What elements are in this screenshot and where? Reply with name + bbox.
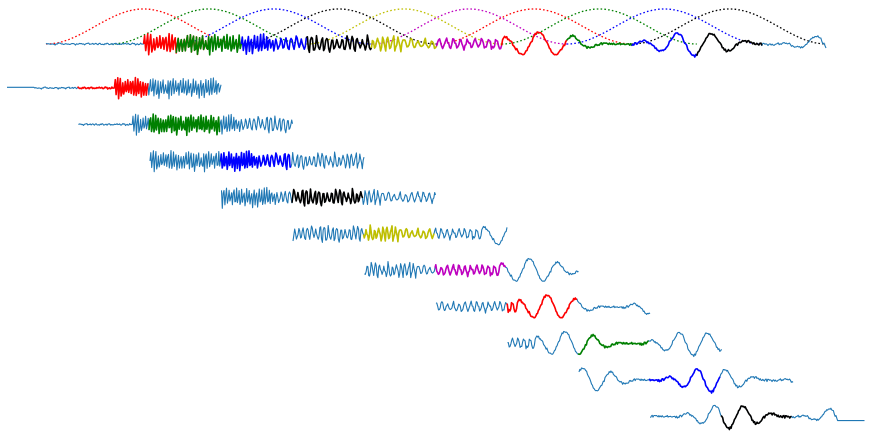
frame-row-highlight-7: [506, 294, 578, 319]
frame-row-highlight-8: [577, 333, 650, 356]
frame-row-8: [507, 330, 722, 358]
window-curve-5: [306, 8, 502, 45]
overview-frame-highlight-4: [305, 34, 373, 54]
frame-row-5: [292, 224, 508, 246]
frame-row-signal-5: [292, 224, 508, 246]
frame-row-highlight-10: [720, 405, 792, 431]
window-curve-9: [566, 8, 762, 45]
overview-frame-highlight-9: [631, 32, 698, 58]
frame-row-highlight-4: [291, 187, 364, 207]
overview-frame-highlight-3: [240, 33, 308, 55]
frame-row-2: [78, 113, 294, 137]
frame-row-highlight-3: [219, 150, 292, 172]
frame-row-3: [149, 150, 365, 173]
frame-row-highlight-1: [77, 76, 149, 100]
frame-row-4: [220, 186, 437, 209]
frame-row-highlight-5: [362, 224, 435, 243]
window-curve-2: [111, 8, 307, 45]
frame-row-10: [650, 404, 865, 431]
window-curve-4: [241, 8, 437, 45]
window-curve-10: [631, 8, 826, 45]
overview-frame-highlight-6: [435, 37, 503, 51]
overview-frame-highlight-10: [696, 32, 763, 56]
frame-row-signal-9: [578, 367, 794, 394]
window-curve-8: [501, 8, 697, 45]
window-curve-6: [371, 8, 567, 45]
frame-row-9: [578, 367, 794, 394]
overview-frame-highlight-2: [175, 33, 243, 56]
frame-rows: [7, 76, 865, 431]
frame-row-7: [435, 294, 651, 319]
window-curve-1: [46, 8, 242, 45]
frame-row-6: [364, 257, 579, 282]
overview-frame-highlight-8: [566, 34, 633, 50]
window-curve-7: [436, 8, 632, 45]
overview-frame-highlight-7: [500, 31, 568, 56]
window-curve-3: [176, 8, 372, 45]
frame-row-highlight-2: [148, 113, 221, 137]
overview-frame-highlight-5: [370, 35, 438, 53]
overview-signal: [45, 31, 827, 58]
frame-row-signal-10: [650, 404, 865, 431]
frame-row-highlight-6: [434, 262, 507, 278]
frame-row-1: [7, 76, 222, 100]
frame-row-highlight-9: [648, 368, 721, 394]
